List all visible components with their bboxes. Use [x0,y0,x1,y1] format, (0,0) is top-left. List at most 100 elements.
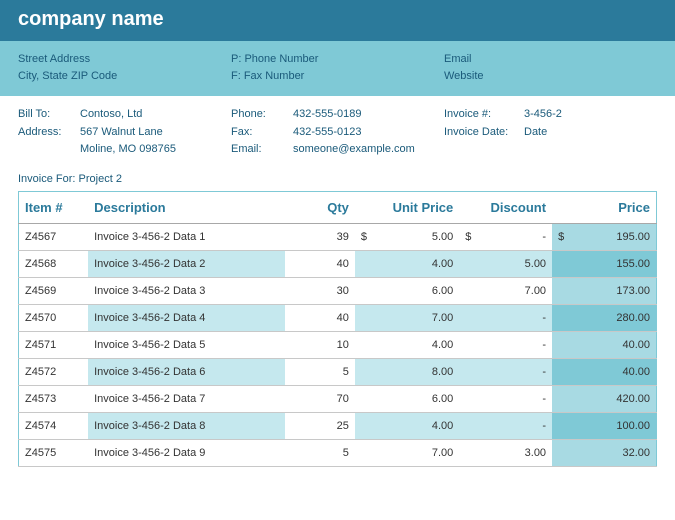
cell-description: Invoice 3-456-2 Data 3 [88,277,285,304]
cell-item: Z4571 [19,331,89,358]
header-price: Price [552,191,656,223]
cell-discount: - [459,412,552,439]
cell-description: Invoice 3-456-2 Data 2 [88,250,285,277]
cell-description: Invoice 3-456-2 Data 6 [88,358,285,385]
cell-discount: - [459,358,552,385]
cell-price: 32.00 [552,439,656,466]
cell-unit-price: 4.00 [355,412,459,439]
cell-item: Z4567 [19,223,89,250]
cell-qty: 70 [285,385,355,412]
invoice-for-value: Project 2 [79,173,122,185]
table-row: Z4569Invoice 3-456-2 Data 3306.007.00173… [19,277,657,304]
phone-value: 432-555-0189 [293,106,362,124]
cell-unit-price: 6.00 [355,277,459,304]
phone-label: Phone: [231,106,293,124]
email-label: Email: [231,141,293,159]
cell-item: Z4570 [19,304,89,331]
invoice-date-value: Date [524,124,547,142]
cell-item: Z4569 [19,277,89,304]
invoice-no-label: Invoice #: [444,106,524,124]
cell-discount: - [459,304,552,331]
fax-placeholder: F: Fax Number [231,68,444,85]
table-row: Z4573Invoice 3-456-2 Data 7706.00-420.00 [19,385,657,412]
invoice-for: Invoice For: Project 2 [0,165,675,191]
invoice-table-wrap: Item # Description Qty Unit Price Discou… [0,191,675,467]
header-item: Item # [19,191,89,223]
table-row: Z4574Invoice 3-456-2 Data 8254.00-100.00 [19,412,657,439]
cell-description: Invoice 3-456-2 Data 1 [88,223,285,250]
cell-price: 155.00 [552,250,656,277]
cell-unit-price: 7.00 [355,304,459,331]
cell-unit-price: $5.00 [355,223,459,250]
contact-web-col: Email Website [444,51,657,84]
bill-to-col: Bill To:Contoso, Ltd Address:567 Walnut … [18,106,231,159]
header-description: Description [88,191,285,223]
cell-price: 40.00 [552,331,656,358]
cell-qty: 30 [285,277,355,304]
cell-price: 40.00 [552,358,656,385]
table-row: Z4571Invoice 3-456-2 Data 5104.00-40.00 [19,331,657,358]
fax-label: Fax: [231,124,293,142]
table-row: Z4567Invoice 3-456-2 Data 139$5.00$-$195… [19,223,657,250]
cell-qty: 40 [285,250,355,277]
bill-to-label: Bill To: [18,106,80,124]
company-header: company name [0,0,675,41]
invoice-no-value: 3-456-2 [524,106,562,124]
cell-item: Z4572 [19,358,89,385]
cell-price: 100.00 [552,412,656,439]
cell-unit-price: 8.00 [355,358,459,385]
cell-qty: 10 [285,331,355,358]
cell-item: Z4574 [19,412,89,439]
cell-item: Z4568 [19,250,89,277]
table-row: Z4570Invoice 3-456-2 Data 4407.00-280.00 [19,304,657,331]
cell-description: Invoice 3-456-2 Data 4 [88,304,285,331]
cell-qty: 40 [285,304,355,331]
table-row: Z4575Invoice 3-456-2 Data 957.003.0032.0… [19,439,657,466]
cell-unit-price: 4.00 [355,250,459,277]
cell-discount: - [459,385,552,412]
cell-price: 280.00 [552,304,656,331]
header-qty: Qty [285,191,355,223]
address-line2: Moline, MO 098765 [80,141,176,159]
street-address: Street Address [18,51,231,68]
cell-unit-price: 7.00 [355,439,459,466]
email-value: someone@example.com [293,141,415,159]
cell-discount: - [459,331,552,358]
cell-qty: 5 [285,439,355,466]
contact-phone-col: P: Phone Number F: Fax Number [231,51,444,84]
table-row: Z4572Invoice 3-456-2 Data 658.00-40.00 [19,358,657,385]
cell-description: Invoice 3-456-2 Data 9 [88,439,285,466]
invoice-for-label: Invoice For: [18,173,75,185]
city-state-zip: City, State ZIP Code [18,68,231,85]
bill-to-value: Contoso, Ltd [80,106,142,124]
cell-item: Z4573 [19,385,89,412]
fax-value: 432-555-0123 [293,124,362,142]
address-spacer [18,141,80,159]
header-unit-price: Unit Price [355,191,459,223]
cell-discount: 5.00 [459,250,552,277]
email-placeholder: Email [444,51,657,68]
cell-discount: 3.00 [459,439,552,466]
company-name: company name [18,8,164,30]
bill-invoice-col: Invoice #:3-456-2 Invoice Date:Date [444,106,657,159]
cell-item: Z4575 [19,439,89,466]
cell-description: Invoice 3-456-2 Data 7 [88,385,285,412]
cell-price: 420.00 [552,385,656,412]
phone-placeholder: P: Phone Number [231,51,444,68]
cell-discount: $- [459,223,552,250]
website-placeholder: Website [444,68,657,85]
contact-bar: Street Address City, State ZIP Code P: P… [0,41,675,96]
cell-qty: 25 [285,412,355,439]
cell-qty: 39 [285,223,355,250]
cell-unit-price: 4.00 [355,331,459,358]
bill-section: Bill To:Contoso, Ltd Address:567 Walnut … [0,96,675,165]
invoice-table: Item # Description Qty Unit Price Discou… [18,191,657,467]
cell-price: $195.00 [552,223,656,250]
address-line1: 567 Walnut Lane [80,124,163,142]
cell-qty: 5 [285,358,355,385]
cell-description: Invoice 3-456-2 Data 5 [88,331,285,358]
cell-price: 173.00 [552,277,656,304]
table-row: Z4568Invoice 3-456-2 Data 2404.005.00155… [19,250,657,277]
contact-address-col: Street Address City, State ZIP Code [18,51,231,84]
table-body: Z4567Invoice 3-456-2 Data 139$5.00$-$195… [19,223,657,466]
